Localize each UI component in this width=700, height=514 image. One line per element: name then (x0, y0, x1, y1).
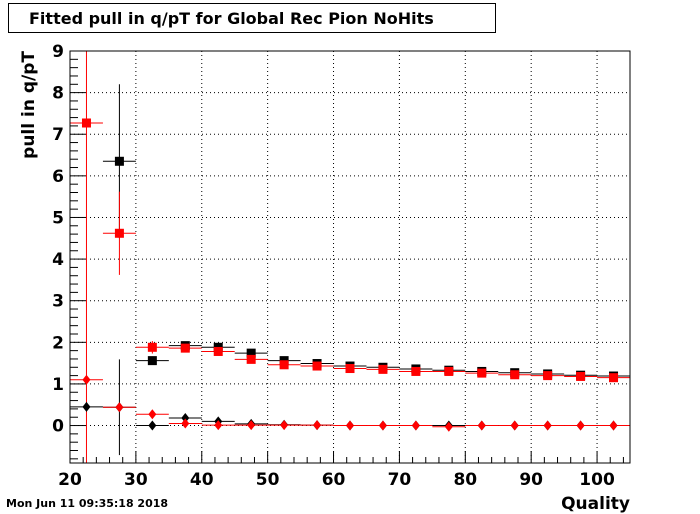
diamond-marker (181, 418, 190, 429)
y-tick-label: 7 (52, 125, 64, 145)
diamond-marker (346, 420, 354, 431)
square-marker (114, 156, 124, 166)
chart-title-box: Fitted pull in q/pT for Global Rec Pion … (8, 3, 496, 33)
square-marker (345, 364, 355, 374)
square-marker (114, 228, 124, 238)
diamond-marker (411, 420, 420, 431)
square-marker (312, 361, 322, 371)
square-marker (147, 356, 157, 366)
square-marker (444, 366, 454, 376)
square-marker (609, 373, 619, 383)
diamond-marker (214, 420, 223, 431)
y-tick-label: 2 (52, 333, 64, 353)
x-tick-label: 40 (190, 470, 214, 490)
diamond-marker (609, 420, 618, 431)
diamond-marker (82, 374, 91, 385)
x-tick-label: 60 (322, 470, 346, 490)
square-marker (576, 371, 586, 381)
square-marker (246, 354, 256, 364)
square-marker (180, 343, 190, 353)
timestamp: Mon Jun 11 09:35:18 2018 (6, 497, 169, 510)
diamond-marker (510, 420, 519, 431)
square-marker (411, 366, 421, 376)
axis-layer: 20 30 40 50 60 70 80 90 100 0 1 2 3 4 5 6 7 8 9 (52, 42, 624, 490)
square-marker (477, 368, 487, 378)
diamond-marker (313, 420, 322, 431)
y-tick-label: 9 (52, 42, 64, 62)
x-tick-label: 90 (519, 470, 543, 490)
x-tick-label: 30 (124, 470, 148, 490)
x-axis-label: Quality (561, 494, 630, 514)
y-axis-label: pull in q/pT (19, 51, 39, 159)
diamond-marker (148, 420, 157, 431)
diamond-marker (378, 420, 387, 431)
diamond-marker (82, 401, 91, 412)
x-tick-label: 50 (256, 470, 280, 490)
markers-layer (81, 118, 619, 432)
diamond-marker (444, 421, 453, 432)
y-tick-label: 0 (52, 417, 64, 437)
square-marker (378, 364, 388, 374)
y-tick-label: 6 (52, 167, 64, 187)
y-tick-label: 1 (52, 375, 64, 395)
square-marker (81, 118, 91, 128)
y-tick-label: 5 (52, 208, 64, 228)
diamond-marker (115, 402, 124, 413)
grid-layer (69, 50, 630, 463)
diamond-marker (543, 420, 552, 431)
square-marker (213, 346, 223, 356)
x-tick-label: 80 (453, 470, 477, 490)
square-marker (147, 342, 157, 352)
plot-frame (69, 50, 631, 464)
square-marker (543, 371, 553, 381)
diamond-marker (576, 420, 585, 431)
diamond-marker (148, 409, 157, 420)
square-marker (279, 360, 289, 370)
diamond-marker (181, 413, 190, 424)
diamond-marker (280, 420, 289, 431)
x-tick-label: 100 (579, 470, 615, 490)
chart-title: Fitted pull in q/pT for Global Rec Pion … (29, 9, 434, 28)
square-marker (510, 370, 520, 380)
diamond-marker (247, 420, 256, 431)
y-tick-label: 3 (52, 292, 64, 312)
x-tick-label: 70 (388, 470, 412, 490)
error-bars-layer (70, 51, 630, 463)
x-tick-label: 20 (58, 470, 82, 490)
diamond-marker (477, 420, 486, 431)
square-marker (246, 348, 256, 358)
y-tick-label: 8 (52, 84, 64, 104)
y-tick-label: 4 (52, 250, 64, 270)
